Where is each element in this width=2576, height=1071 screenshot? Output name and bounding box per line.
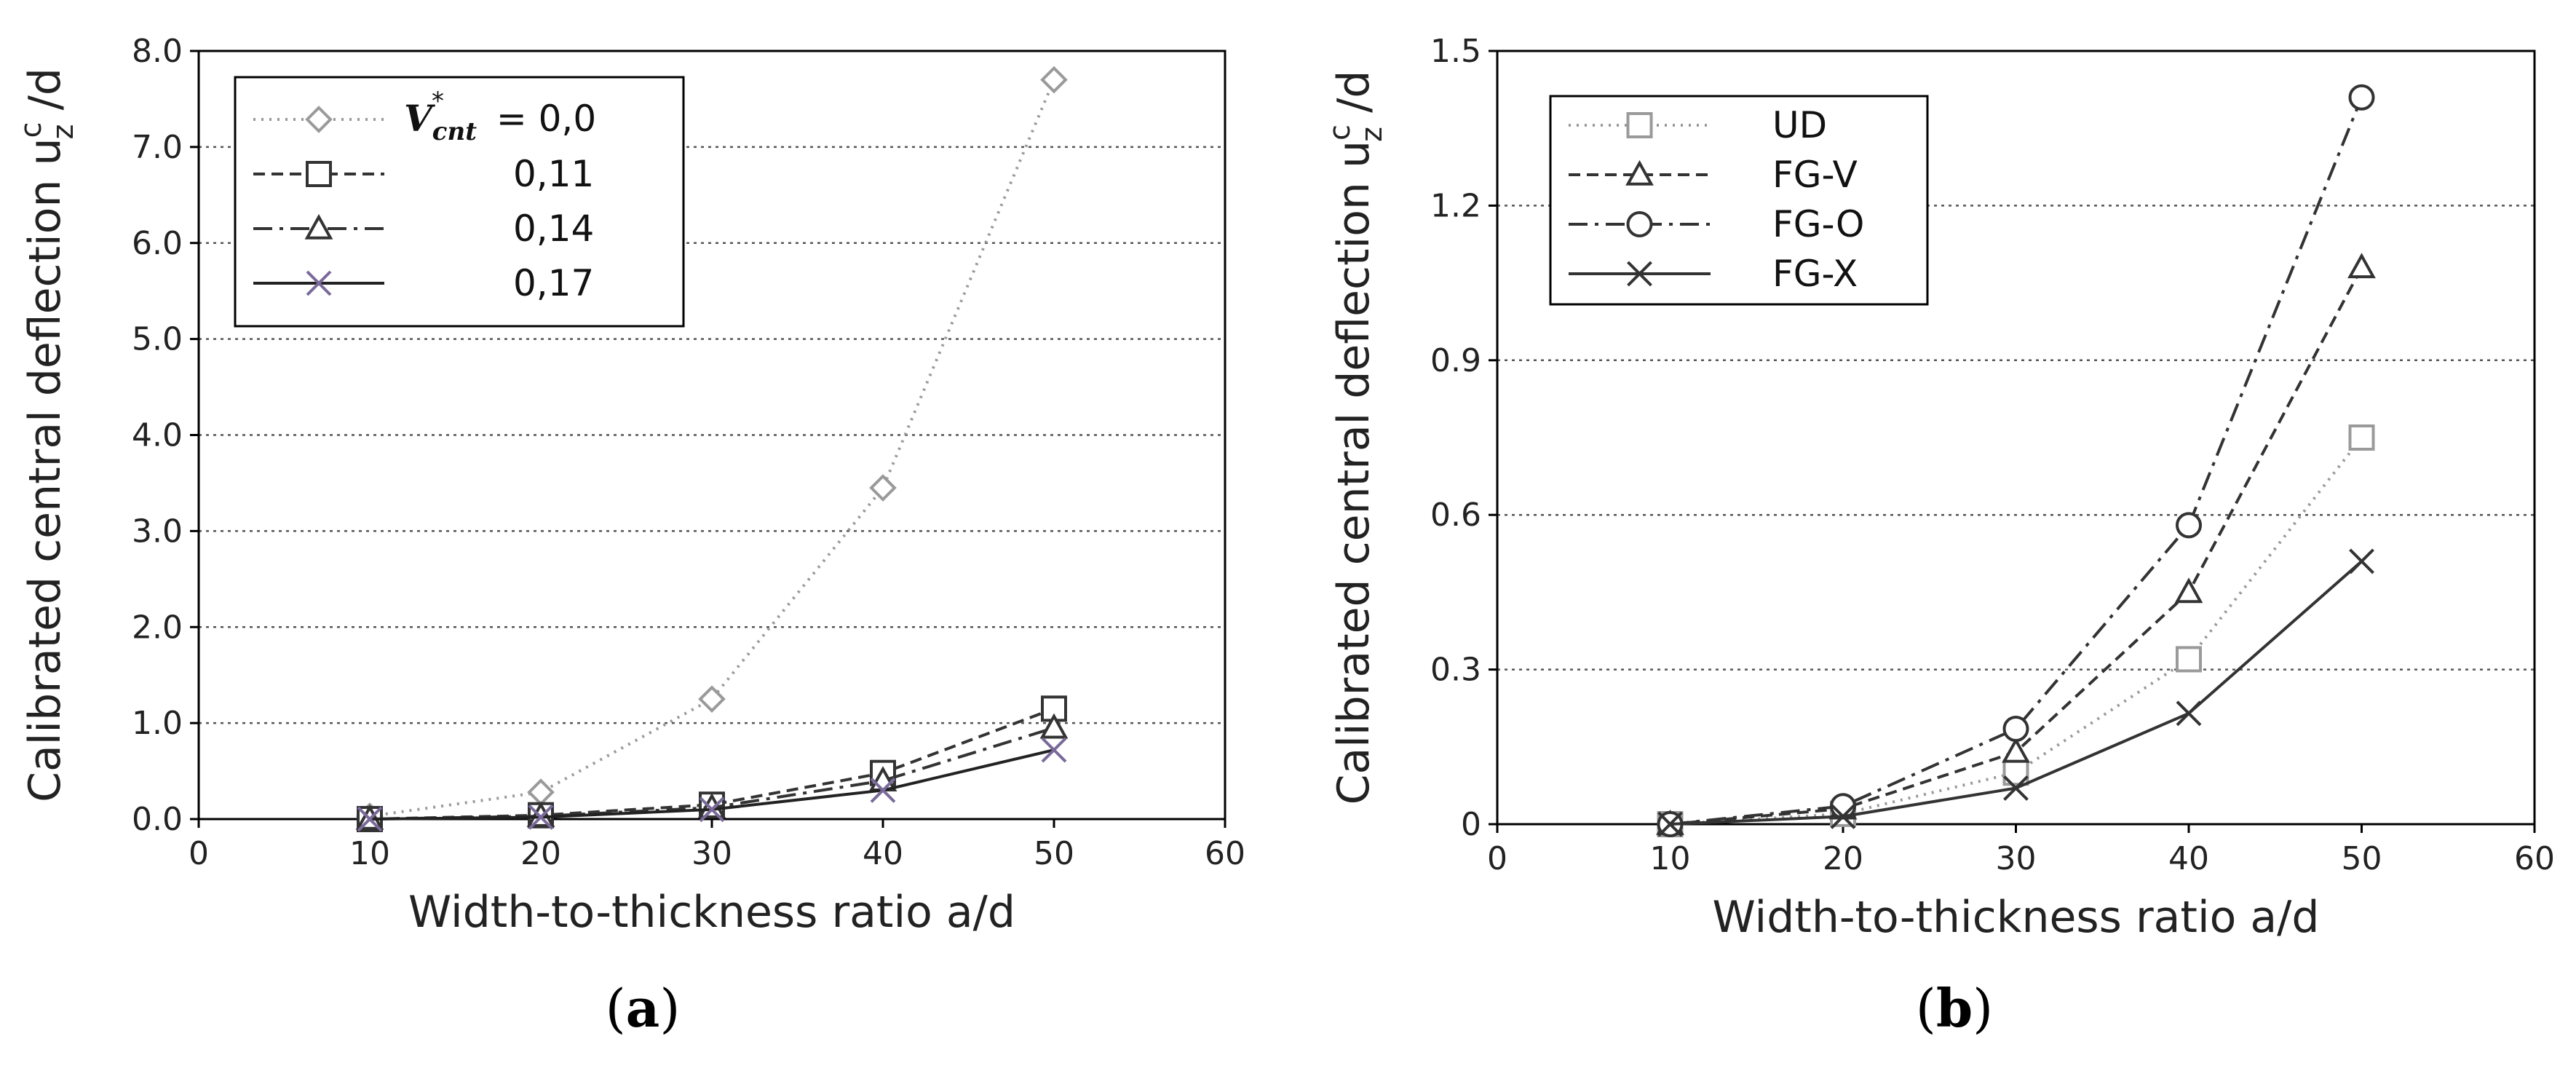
panel-a-yaxis-title-text: Calibrated central deflection [20, 165, 71, 802]
panel-a-xtick-label: 40 [863, 835, 903, 872]
panel-a-xaxis-title: Width-to-thickness ratio a/d [408, 887, 1015, 938]
panel-a-xtick-label: 0 [189, 835, 209, 872]
panel-a-legend-marker-0 [305, 106, 333, 133]
panel-a-series-3-point [1041, 737, 1067, 763]
panel-a-xtick-label: 50 [1034, 835, 1074, 872]
panel-b-yaxis-title-tail: /d [1328, 71, 1379, 127]
panel-a-series-line-0 [369, 79, 1055, 818]
panel-b-series-3-point [1657, 811, 1683, 837]
panel-a-yaxis-title-sup: c [15, 122, 48, 138]
panel-a-ytick-label: 0.0 [132, 801, 183, 838]
panel-b-series-1-point [2347, 253, 2376, 279]
panel-a-yaxis-title-tail: /d [20, 68, 71, 124]
panel-b-ytick-label: 1.2 [1430, 187, 1481, 224]
panel-a-series-2-point [526, 801, 555, 827]
panel-a-ytick-label: 8.0 [132, 33, 183, 70]
panel-a-ytick-label: 1.0 [132, 705, 183, 742]
panel-b-xtick-label: 40 [2168, 840, 2209, 877]
caption-a: (a) [606, 977, 681, 1039]
panel-b-series-0-point [2348, 424, 2375, 451]
panel-a-legend-box [234, 76, 685, 328]
panel-b-xtick-label: 30 [1996, 840, 2037, 877]
chart-panel-a: 0.0 1.0 2.0 3.0 4.0 5.0 6.0 7.0 8.0 0 10 20 30 40 50 60… [15, 33, 1245, 938]
panel-a-xtick-label: 10 [349, 835, 390, 872]
panel-a-ytick-label: 5.0 [132, 321, 183, 358]
panel-b-legend-marker-0 [1626, 112, 1653, 138]
panel-b-series-2-point [2002, 716, 2029, 743]
panel-a-legend-marker-3 [306, 270, 332, 296]
panel-b-series-3-point [2349, 548, 2374, 574]
panel-b-series-3-point [2003, 775, 2029, 801]
panel-b-series-3-point [2176, 700, 2202, 727]
panel-b-legend-label-1: FG-V [1772, 154, 1858, 196]
panel-b-yaxis-title-u: u [1328, 141, 1379, 168]
panel-b-legend-label-3: FG-X [1772, 253, 1858, 295]
panel-b-legend-box [1549, 95, 1929, 306]
panel-b-series-3-point [1830, 803, 1856, 829]
panel-a-xtick-label: 60 [1205, 835, 1245, 872]
panel-b-legend-label-2: FG-O [1772, 203, 1864, 245]
panel-a-legend-marker-1 [306, 161, 332, 187]
panel-b-ytick-label: 1.5 [1430, 33, 1481, 70]
caption-a-letter: a [626, 977, 660, 1039]
panel-b-xtick-label: 50 [2342, 840, 2382, 877]
panel-a-legend-marker-2 [304, 213, 333, 240]
panel-b-yaxis-title-sup: c [1323, 125, 1357, 141]
panel-a-xtick-label: 30 [691, 835, 732, 872]
panel-a-legend-label-1: 0,11 [513, 153, 594, 195]
panel-b-legend-marker-1 [1625, 159, 1654, 186]
panel-a-series-3-point [528, 804, 554, 830]
panel-b-ytick-label: 0.6 [1430, 497, 1481, 534]
panel-a-legend-var-sup: * [432, 87, 444, 116]
panel-a-series-3-point [357, 806, 383, 832]
panel-a-ytick-label: 2.0 [132, 609, 183, 646]
panel-a-yaxis-title-u: u [20, 138, 71, 165]
panel-a-legend-label-3: 0,17 [513, 262, 594, 304]
panel-a-xtick-label: 20 [520, 835, 561, 872]
panel-a-yaxis-title-sub: z [47, 124, 80, 139]
panel-b-series-1-point [2174, 577, 2203, 604]
chart-panel-b: 0 0.3 0.6 0.9 1.2 1.5 0 10 20 30 40 50 60 Width-to-th… [1323, 33, 2555, 943]
panel-a-ytick-label: 7.0 [132, 129, 183, 166]
panel-a-series-0-point [698, 685, 726, 713]
panel-a-series-0-point [1040, 66, 1068, 94]
panel-a-legend-var: V [404, 97, 436, 140]
panel-b-legend-marker-2 [1626, 211, 1653, 237]
caption-b-letter: b [1936, 977, 1973, 1039]
panel-a-legend-label-0: Vcnt* = 0,0 [404, 87, 596, 146]
panel-b-legend-label-0: UD [1772, 104, 1827, 146]
panel-a-ytick-label: 3.0 [132, 513, 183, 550]
panel-b-xaxis-title: Width-to-thickness ratio a/d [1713, 892, 2320, 943]
panel-b-legend-marker-3 [1627, 261, 1652, 287]
panel-b-series-1-point [2002, 737, 2030, 763]
panel-a-series-2-point [697, 793, 726, 818]
panel-a-legend-label-text-0: = 0,0 [485, 98, 596, 140]
panel-b-xtick-label: 10 [1650, 840, 1691, 877]
panel-b-ytick-label: 0.9 [1430, 342, 1481, 379]
panel-a-legend-label-2: 0,14 [513, 208, 594, 250]
panel-a-ytick-label: 4.0 [132, 417, 183, 454]
caption-b: (b) [1916, 977, 1994, 1039]
panel-b-series-0-point [2176, 646, 2202, 673]
panel-b-xtick-label: 20 [1823, 840, 1863, 877]
panel-b-ytick-label: 0 [1461, 806, 1481, 843]
panel-a-legend-var-sub: cnt [432, 117, 477, 146]
panel-b-yaxis-title-text: Calibrated central deflection [1328, 168, 1379, 805]
panel-b-xtick-label: 60 [2514, 840, 2555, 877]
panel-a-series-3-point [699, 797, 725, 823]
panel-b-series-2-point [2176, 512, 2202, 539]
panel-b-ytick-label: 0.3 [1430, 652, 1481, 689]
panel-a-yaxis-title: Calibrated central deflection ucz /d [15, 68, 80, 802]
panel-b-xtick-label: 0 [1487, 840, 1507, 877]
panel-b-yaxis-title: Calibrated central deflection ucz /d [1323, 71, 1389, 805]
panel-a-series-2-point [1039, 713, 1069, 739]
panel-b-yaxis-title-sub: z [1355, 127, 1389, 142]
panel-a-series-0-point [869, 474, 897, 502]
panel-b-series-2-point [2348, 84, 2375, 111]
panel-a-series-3-point [870, 778, 896, 803]
panel-a-ytick-label: 6.0 [132, 225, 183, 262]
